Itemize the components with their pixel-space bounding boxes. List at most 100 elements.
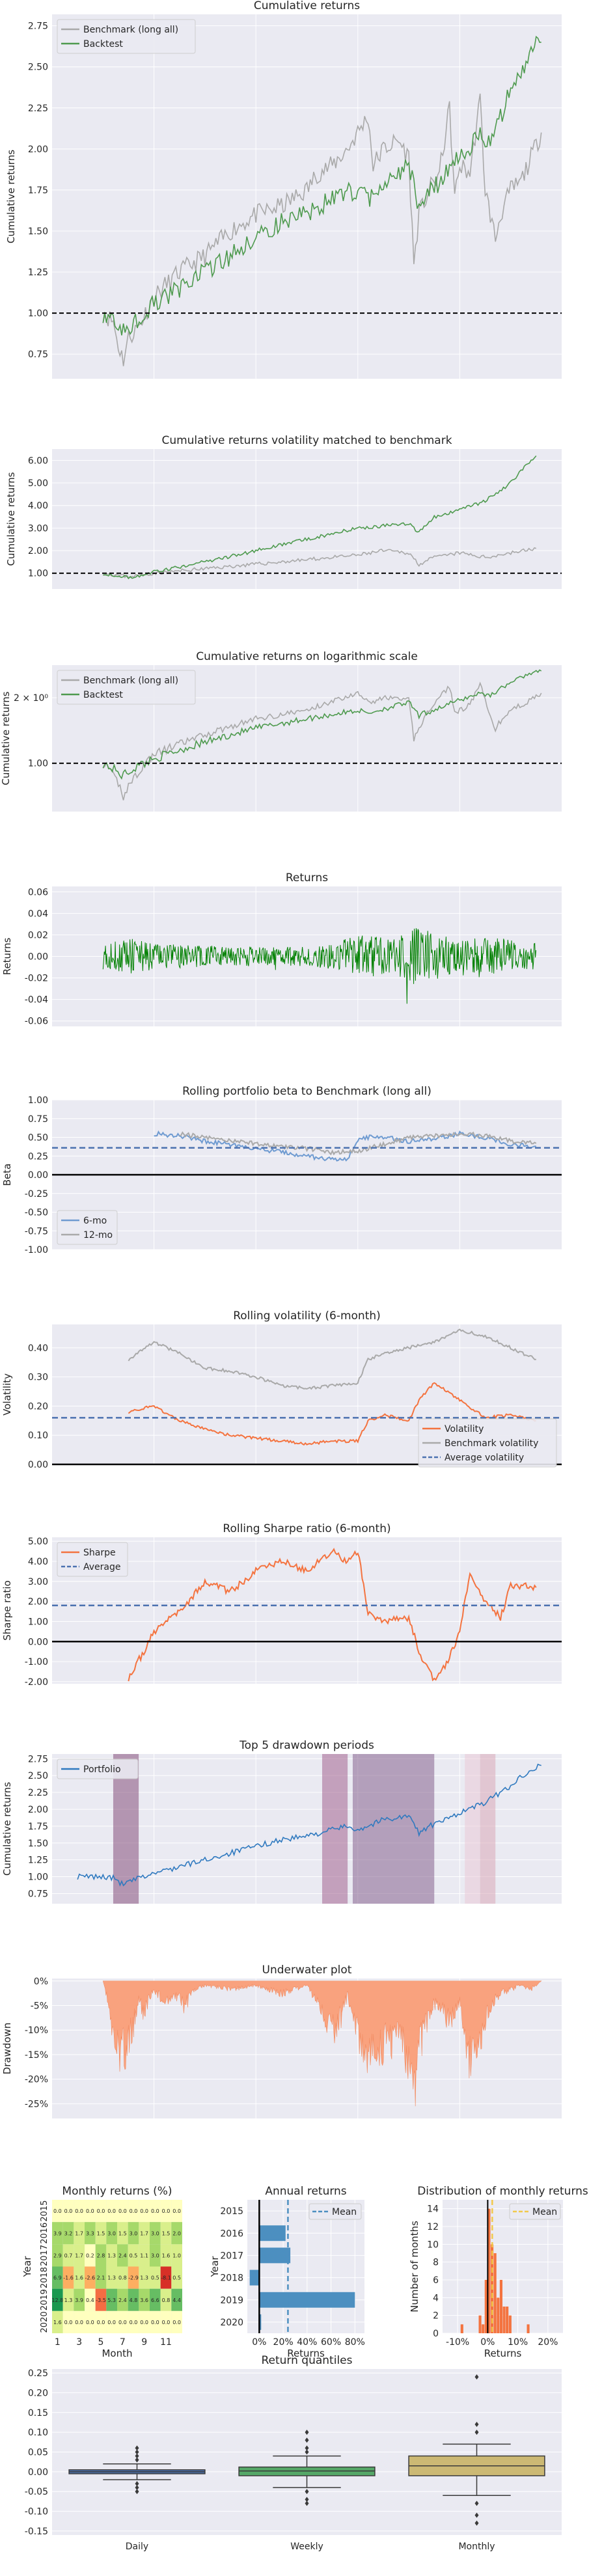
chart-title: Return quantiles: [261, 2354, 352, 2367]
y-tick-label: 2018: [220, 2273, 243, 2284]
outlier-point: [474, 2422, 479, 2427]
y-axis-label: Year: [21, 2256, 33, 2278]
x-tick-label: 20%: [273, 2337, 294, 2348]
heatmap-cell: [85, 2266, 96, 2289]
heatmap-cell-label: 2.1: [97, 2275, 105, 2281]
y-tick-label: -15%: [25, 2050, 48, 2061]
chart-top_drawdowns: Top 5 drawdown periods 0.75 1.00 1.25 1.50 1.…: [1, 1739, 562, 1904]
chart-title: Rolling volatility (6-month): [233, 1309, 381, 1322]
heatmap-cell: [74, 2266, 85, 2289]
heatmap-cell-label: 1.3: [107, 2253, 116, 2258]
bar: [497, 2297, 500, 2333]
heatmap-cell-label: 0.5: [130, 2253, 138, 2258]
y-tick-label: 3.00: [28, 1577, 48, 1587]
outlier-point: [305, 2497, 309, 2502]
y-tick-label: 2.50: [28, 62, 48, 73]
y-tick-label: 0.20: [28, 1401, 48, 1412]
outlier-point: [474, 2430, 479, 2435]
heatmap-cell-label: 0.0: [86, 2208, 94, 2214]
y-tick-label: 0.04: [28, 909, 48, 919]
heatmap-cell-label: 2.4: [118, 2297, 127, 2303]
heatmap-cell-label: 0.0: [97, 2208, 105, 2214]
x-tick-label: 0%: [252, 2337, 266, 2348]
heatmap-cell-label: 0.0: [162, 2320, 171, 2325]
drawdown-area: [102, 1980, 542, 2107]
y-tick-label: 1.00: [28, 308, 48, 319]
y-tick-label: 0.06: [28, 887, 48, 897]
chart-title: Top 5 drawdown periods: [239, 1739, 374, 1752]
y-tick-label: -0.06: [25, 1017, 48, 1027]
heatmap-cell: [150, 2310, 161, 2333]
chart-title: Distribution of monthly returns: [417, 2185, 588, 2198]
heatmap-cell: [62, 2244, 74, 2267]
chart-title: Cumulative returns volatility matched to…: [161, 434, 452, 447]
y-tick-label: -0.10: [25, 2507, 48, 2517]
drawdown-span: [465, 1754, 480, 1904]
heatmap-cell-label: 0.7: [64, 2253, 73, 2258]
y-tick-label: 12: [427, 2222, 439, 2232]
x-tick-label: 80%: [345, 2337, 365, 2348]
bar: [460, 2324, 463, 2333]
heatmap-cell: [74, 2244, 85, 2267]
heatmap-cell-label: -1.6: [63, 2275, 74, 2281]
y-tick-label: 2016: [220, 2228, 243, 2239]
heatmap-cell-label: 1.3: [140, 2275, 148, 2281]
outlier-point: [305, 2501, 309, 2506]
x-tick-label: 0%: [480, 2337, 495, 2348]
heatmap-cell: [160, 2310, 172, 2333]
y-tick-label: 2.00: [28, 546, 48, 556]
heatmap-cell: [171, 2288, 182, 2311]
legend: Mean: [509, 2203, 561, 2220]
x-tick-label: 60%: [321, 2337, 341, 2348]
chart-cum_returns: Cumulative returns 0.75 1.00 1.25 1.50 1.75 2.…: [5, 0, 562, 379]
heatmap-cell: [171, 2244, 182, 2267]
y-tick-label: 1.00: [28, 759, 48, 769]
heatmap-cell: [139, 2244, 150, 2267]
heatmap-cell-label: 3.0: [130, 2230, 138, 2236]
y-tick-label: -0.02: [25, 974, 48, 984]
y-tick-label: 0: [433, 2329, 439, 2339]
heatmap-cell-label: 0.0: [118, 2320, 127, 2325]
plot-area: [52, 14, 562, 379]
legend-label: 12-mo: [83, 1230, 113, 1240]
y-tick-label: 2015: [220, 2206, 243, 2217]
y-axis-label: Year: [209, 2256, 221, 2278]
heatmap-cell-label: 0.0: [130, 2320, 138, 2325]
legend-label: Backtest: [83, 39, 123, 49]
y-tick-label: 5.00: [28, 478, 48, 489]
heatmap-cell: [74, 2222, 85, 2245]
heatmap-cell: [150, 2200, 161, 2223]
heatmap-cell: [95, 2266, 107, 2289]
y-tick-label: 2: [433, 2311, 439, 2322]
bar: [478, 2315, 482, 2333]
heatmap-cell-label: 0.5: [172, 2275, 181, 2281]
outlier-point: [474, 2501, 479, 2506]
heatmap-cell: [117, 2266, 128, 2289]
x-tick-label: 3: [76, 2337, 82, 2348]
chart-monthly_heatmap: Monthly returns (%)0.0 0.0 0.0 0.0 0.0 0.0 0.0…: [21, 2185, 182, 2359]
heatmap-cell: [117, 2244, 128, 2267]
y-tick-label: 0.00: [28, 2467, 48, 2478]
heatmap-cell: [128, 2244, 139, 2267]
series-line: [128, 1328, 536, 1390]
x-tick-label: Weekly: [290, 2542, 323, 2552]
heatmap-cell-label: 0.0: [107, 2208, 116, 2214]
heatmap-cell-label: 4.4: [172, 2297, 181, 2303]
heatmap-cell-label: -2.9: [128, 2275, 139, 2281]
legend-label: Portfolio: [83, 1764, 121, 1775]
bar: [484, 2280, 487, 2333]
legend-label: Sharpe: [83, 1548, 116, 1558]
y-tick-label: 2.50: [28, 1771, 48, 1781]
heatmap-cell-label: 1.7: [140, 2230, 148, 2236]
bar: [249, 2269, 260, 2286]
outlier-point: [135, 2445, 139, 2451]
heatmap-cell-label: 6.6: [151, 2297, 159, 2303]
legend-label: Benchmark (long all): [83, 25, 178, 35]
y-tick-label: 4.00: [28, 1557, 48, 1567]
y-axis-label: Beta: [1, 1164, 13, 1186]
heatmap-cell-label: 1.6: [53, 2320, 62, 2325]
heatmap-cell-label: 0.8: [118, 2275, 127, 2281]
chart-title: Cumulative returns: [254, 0, 360, 12]
heatmap-cell: [85, 2288, 96, 2311]
heatmap-cell: [95, 2200, 107, 2223]
